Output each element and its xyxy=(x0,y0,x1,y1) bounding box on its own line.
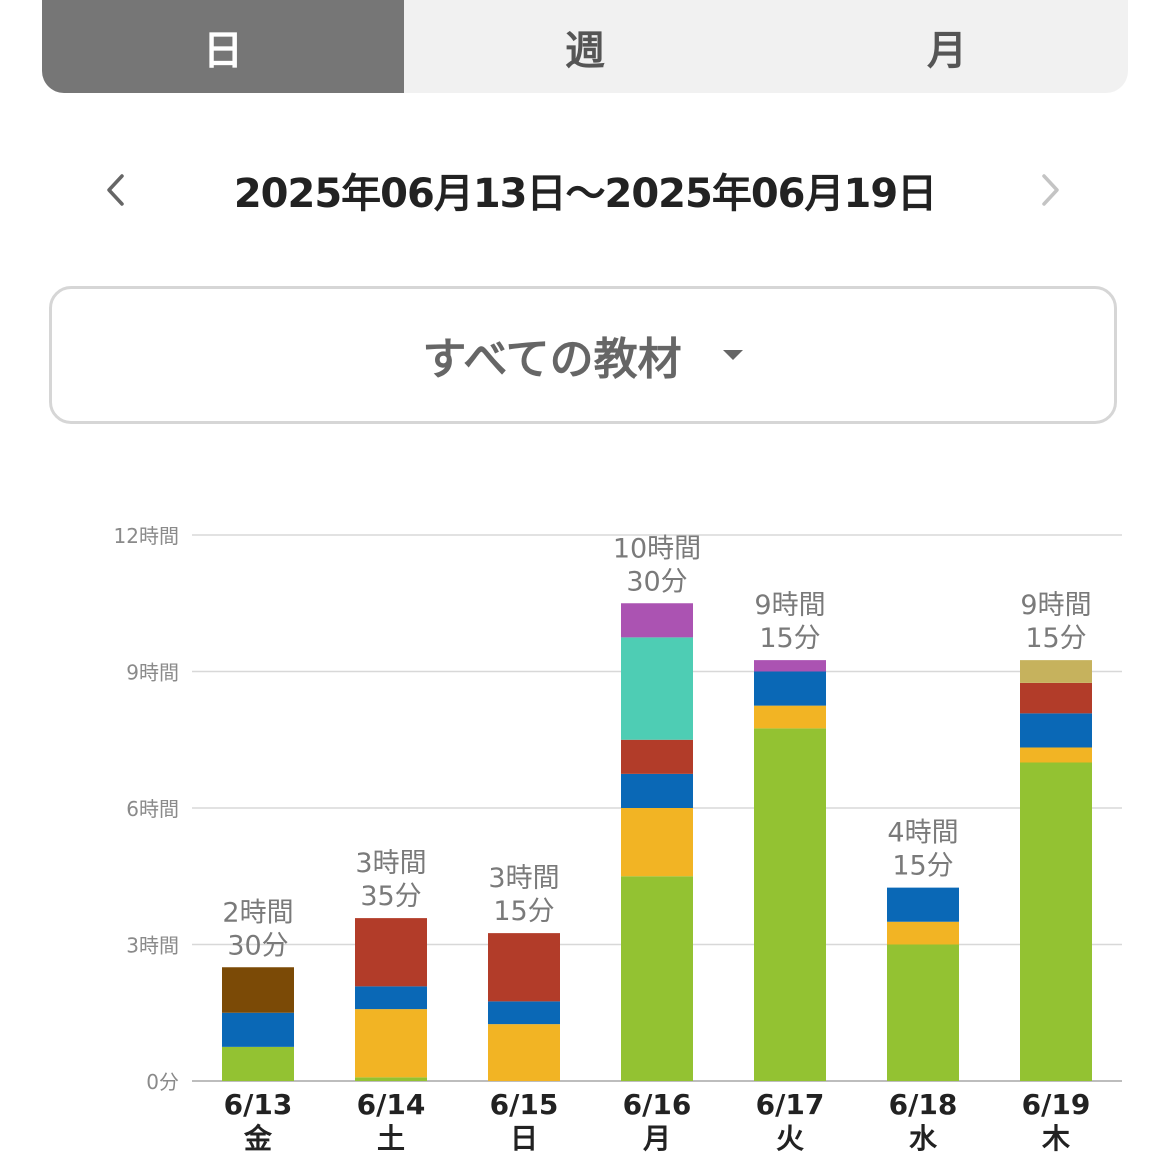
bar-total-label: 3時間 xyxy=(488,863,559,894)
x-tick-weekday: 水 xyxy=(909,1122,938,1155)
bar-segment xyxy=(355,918,427,987)
date-navigator: 2025年06月13日〜2025年06月19日 xyxy=(0,150,1170,230)
caret-down-icon xyxy=(722,348,744,362)
bar-total-label: 15分 xyxy=(493,896,554,927)
bar-total-label: 15分 xyxy=(1025,623,1086,654)
chevron-left-icon xyxy=(107,174,124,206)
bar-segment xyxy=(887,887,959,922)
x-tick-date: 6/17 xyxy=(756,1088,825,1121)
y-tick-label: 12時間 xyxy=(114,524,179,548)
bar-segment xyxy=(621,773,693,808)
bar-segment xyxy=(887,921,959,945)
x-tick-date: 6/19 xyxy=(1022,1088,1091,1121)
bar-total-label: 15分 xyxy=(892,851,953,882)
bar-segment xyxy=(1020,762,1092,1081)
y-tick-label: 6時間 xyxy=(126,797,179,821)
bar-segment xyxy=(355,1077,427,1081)
bar-segment xyxy=(621,876,693,1081)
period-tabs: 日 週 月 xyxy=(42,0,1128,93)
bar-total-label: 35分 xyxy=(360,881,421,912)
bar-segment xyxy=(754,671,826,706)
study-time-chart: 0分3時間6時間9時間12時間2時間30分6/13金3時間35分6/14土3時間… xyxy=(114,524,1122,1155)
y-tick-label: 3時間 xyxy=(126,934,179,958)
date-range-label: 2025年06月13日〜2025年06月19日 xyxy=(233,171,937,217)
tab-week[interactable]: 週 xyxy=(565,27,605,74)
bar-segment xyxy=(222,1046,294,1081)
bar-total-label: 15分 xyxy=(759,623,820,654)
bar-segment xyxy=(621,739,693,774)
bar-total-label: 2時間 xyxy=(222,897,293,928)
x-tick-weekday: 日 xyxy=(510,1122,538,1155)
material-filter-label: すべての教材 xyxy=(422,334,682,385)
bar-segment xyxy=(355,986,427,1010)
bar-segment xyxy=(222,967,294,1013)
bar-segment xyxy=(621,808,693,877)
x-tick-date: 6/18 xyxy=(889,1088,958,1121)
y-tick-label: 0分 xyxy=(146,1070,179,1094)
bar-total-label: 9時間 xyxy=(1020,590,1091,621)
bar-segment xyxy=(754,728,826,1081)
bar-total-label: 4時間 xyxy=(887,818,958,849)
bar-segment xyxy=(1020,713,1092,748)
bar-segment xyxy=(1020,747,1092,763)
bar-total-label: 3時間 xyxy=(355,848,426,879)
bar-segment xyxy=(754,660,826,672)
bar-segment xyxy=(488,1001,560,1025)
x-tick-date: 6/13 xyxy=(224,1088,293,1121)
bar-total-label: 10時間 xyxy=(613,533,701,564)
x-tick-date: 6/15 xyxy=(490,1088,559,1121)
bar-segment xyxy=(355,1009,427,1078)
x-tick-weekday: 木 xyxy=(1041,1122,1070,1155)
bar-segment xyxy=(621,637,693,740)
x-tick-weekday: 火 xyxy=(776,1122,804,1155)
y-tick-label: 9時間 xyxy=(126,661,179,685)
bar-total-label: 30分 xyxy=(626,566,687,597)
bar-segment xyxy=(1020,660,1092,683)
prev-period-button[interactable] xyxy=(86,150,146,230)
x-tick-date: 6/14 xyxy=(357,1088,426,1121)
next-period-button[interactable] xyxy=(1020,150,1080,230)
material-filter-dropdown[interactable]: すべての教材 xyxy=(49,286,1117,424)
x-tick-date: 6/16 xyxy=(623,1088,692,1121)
bar-segment xyxy=(621,603,693,638)
bar-segment xyxy=(222,1012,294,1047)
x-tick-weekday: 金 xyxy=(243,1122,273,1155)
tab-month[interactable]: 月 xyxy=(927,27,967,74)
bar-segment xyxy=(488,933,560,1002)
bar-segment xyxy=(1020,682,1092,714)
bar-total-label: 9時間 xyxy=(754,590,825,621)
bar-segment xyxy=(887,944,959,1081)
bar-total-label: 30分 xyxy=(227,930,288,961)
bar-segment xyxy=(754,705,826,729)
x-tick-weekday: 月 xyxy=(642,1122,671,1155)
x-tick-weekday: 土 xyxy=(377,1122,405,1155)
bar-segment xyxy=(488,1024,560,1081)
tab-day[interactable]: 日 xyxy=(42,0,404,93)
chevron-right-icon xyxy=(1042,174,1059,206)
